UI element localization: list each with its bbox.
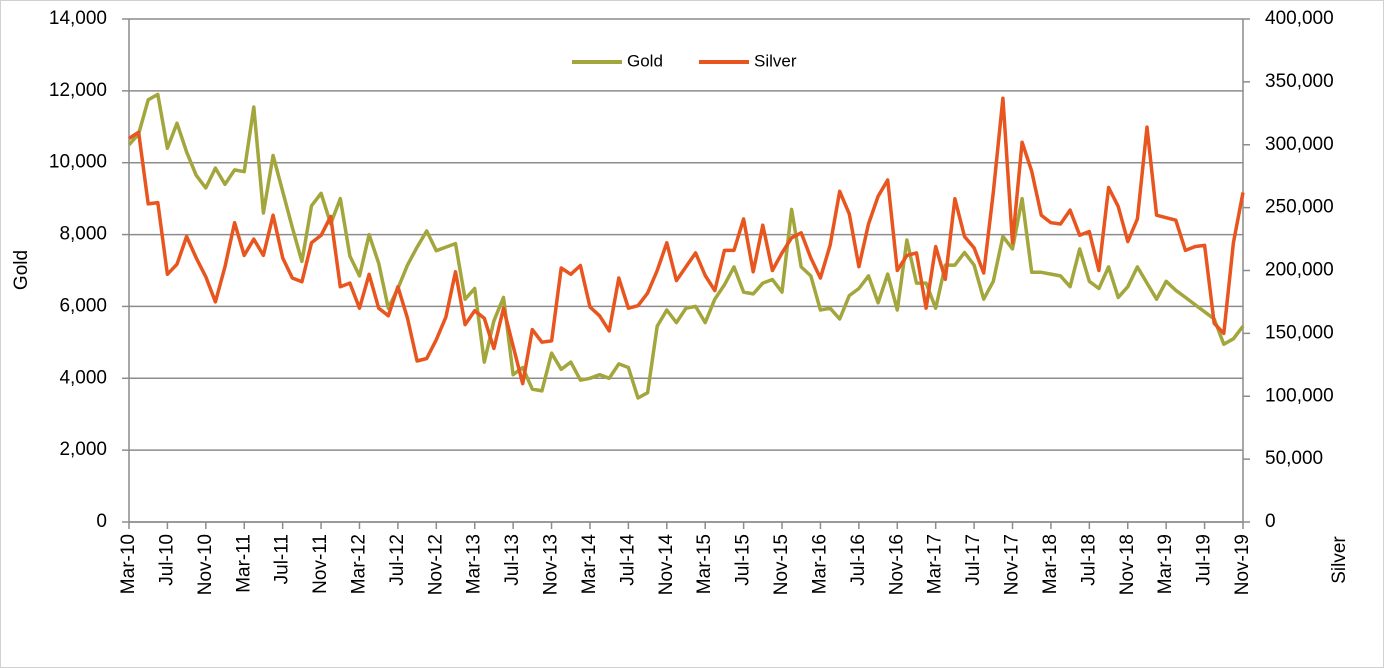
x-tick-label: Mar-13 bbox=[464, 534, 485, 594]
y-tick-label: 12,000 bbox=[49, 80, 107, 101]
y-tick-label: 10,000 bbox=[49, 152, 107, 173]
y2-tick-label: 300,000 bbox=[1265, 134, 1334, 155]
y-tick-label: 14,000 bbox=[49, 8, 107, 29]
x-tick-label: Jul-13 bbox=[502, 534, 523, 586]
y-tick-label: 0 bbox=[96, 511, 107, 532]
x-tick-label: Mar-15 bbox=[694, 534, 715, 594]
y2-tick-label: 50,000 bbox=[1265, 448, 1323, 469]
x-tick-label: Jul-16 bbox=[848, 534, 869, 586]
x-tick-label: Nov-18 bbox=[1117, 534, 1138, 595]
y-tick-label: 6,000 bbox=[59, 295, 107, 316]
y2-tick-label: 0 bbox=[1265, 511, 1276, 532]
y-tick-label: 8,000 bbox=[59, 224, 107, 245]
y-tick-label: 4,000 bbox=[59, 367, 107, 388]
x-tick-label: Nov-17 bbox=[1002, 534, 1023, 595]
x-tick-label: Jul-15 bbox=[733, 534, 754, 586]
x-tick-label: Nov-19 bbox=[1232, 534, 1253, 595]
x-tick-label: Jul-18 bbox=[1078, 534, 1099, 586]
x-tick-label: Nov-10 bbox=[195, 534, 216, 595]
x-tick-label: Nov-16 bbox=[886, 534, 907, 595]
y2-tick-label: 150,000 bbox=[1265, 322, 1334, 343]
x-tick-label: Jul-19 bbox=[1194, 534, 1215, 586]
y2-tick-label: 200,000 bbox=[1265, 260, 1334, 281]
y2-tick-label: 250,000 bbox=[1265, 197, 1334, 218]
x-tick-label: Nov-15 bbox=[771, 534, 792, 595]
x-tick-label: Jul-11 bbox=[272, 534, 293, 584]
series-line bbox=[128, 96, 1245, 386]
x-tick-label: Mar-17 bbox=[925, 534, 946, 594]
y-tick-label: 2,000 bbox=[59, 439, 107, 460]
x-tick-label: Mar-12 bbox=[348, 534, 369, 594]
y2-tick-label: 400,000 bbox=[1265, 8, 1334, 29]
x-tick-label: Mar-14 bbox=[579, 534, 600, 595]
x-tick-label: Nov-12 bbox=[425, 534, 446, 595]
x-tick-label: Jul-17 bbox=[963, 534, 984, 586]
y2-tick-label: 350,000 bbox=[1265, 71, 1334, 92]
x-tick-label: Mar-18 bbox=[1040, 534, 1061, 594]
x-tick-label: Nov-14 bbox=[656, 534, 677, 596]
x-tick-label: Mar-19 bbox=[1155, 534, 1176, 594]
x-tick-label: Nov-11 bbox=[310, 534, 331, 594]
x-tick-label: Jul-12 bbox=[387, 534, 408, 586]
x-tick-label: Mar-10 bbox=[118, 534, 139, 594]
x-tick-label: Mar-11 bbox=[233, 534, 254, 593]
x-tick-label: Jul-10 bbox=[156, 534, 177, 586]
y-axis-label: Gold bbox=[11, 250, 32, 290]
x-tick-label: Nov-13 bbox=[541, 534, 562, 595]
y2-axis-label: Silver bbox=[1329, 536, 1350, 584]
x-tick-label: Mar-16 bbox=[809, 534, 830, 594]
y2-tick-label: 100,000 bbox=[1265, 385, 1334, 406]
legend-label: Silver bbox=[754, 51, 797, 70]
legend-label: Gold bbox=[627, 51, 663, 70]
x-tick-label: Jul-14 bbox=[617, 534, 638, 586]
series-line bbox=[127, 92, 1245, 400]
